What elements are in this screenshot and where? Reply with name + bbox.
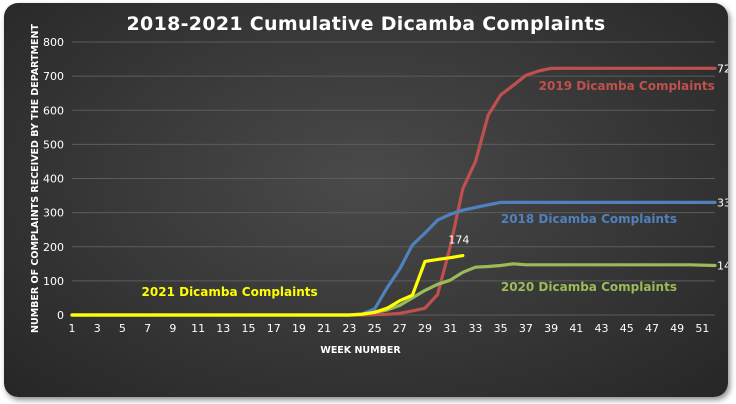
data-label: 174 bbox=[448, 234, 469, 247]
x-tick-label: 17 bbox=[267, 322, 281, 335]
y-tick-label: 100 bbox=[43, 275, 64, 288]
series-label: 2021 Dicamba Complaints bbox=[142, 285, 318, 299]
y-tick-label: 500 bbox=[43, 138, 64, 151]
y-tick-label: 0 bbox=[57, 309, 64, 322]
data-label: 330 bbox=[717, 196, 728, 209]
x-tick-label: 21 bbox=[317, 322, 331, 335]
data-label: 723 bbox=[717, 62, 728, 75]
y-tick-label: 300 bbox=[43, 207, 64, 220]
chart-title: 2018-2021 Cumulative Dicamba Complaints bbox=[126, 13, 606, 35]
x-tick-label: 37 bbox=[519, 322, 533, 335]
x-tick-label: 43 bbox=[595, 322, 609, 335]
x-tick-label: 1 bbox=[69, 322, 76, 335]
series-line bbox=[70, 254, 465, 317]
x-tick-label: 41 bbox=[569, 322, 583, 335]
y-tick-label: 800 bbox=[43, 36, 64, 49]
x-tick-label: 31 bbox=[443, 322, 457, 335]
x-tick-label: 19 bbox=[292, 322, 306, 335]
series-line bbox=[70, 66, 717, 317]
series-line bbox=[70, 200, 717, 317]
x-tick-label: 15 bbox=[242, 322, 256, 335]
x-tick-label: 29 bbox=[418, 322, 432, 335]
x-tick-label: 45 bbox=[620, 322, 634, 335]
series-label: 2020 Dicamba Complaints bbox=[501, 280, 677, 294]
x-tick-label: 9 bbox=[169, 322, 176, 335]
y-axis-title: NUMBER OF COMPLAINTS RECEIVED BY THE DEP… bbox=[30, 24, 41, 333]
x-tick-label: 33 bbox=[468, 322, 482, 335]
x-tick-label: 7 bbox=[144, 322, 151, 335]
y-tick-label: 400 bbox=[43, 173, 64, 186]
series-label: 2019 Dicamba Complaints bbox=[539, 79, 715, 93]
x-tick-label: 3 bbox=[94, 322, 101, 335]
x-tick-label: 13 bbox=[216, 322, 230, 335]
x-tick-label: 39 bbox=[544, 322, 558, 335]
y-tick-label: 700 bbox=[43, 70, 64, 83]
x-tick-label: 11 bbox=[191, 322, 205, 335]
series-label: 2018 Dicamba Complaints bbox=[501, 212, 677, 226]
y-tick-label: 200 bbox=[43, 241, 64, 254]
x-axis-title: WEEK NUMBER bbox=[320, 345, 401, 356]
y-tick-label: 600 bbox=[43, 104, 64, 117]
x-tick-label: 47 bbox=[645, 322, 659, 335]
x-tick-label: 27 bbox=[393, 322, 407, 335]
chart-frame: 2018-2021 Cumulative Dicamba Complaints … bbox=[4, 3, 728, 397]
x-tick-label: 25 bbox=[368, 322, 382, 335]
x-tick-label: 23 bbox=[342, 322, 356, 335]
data-label: 145 bbox=[717, 260, 728, 273]
x-tick-label: 35 bbox=[494, 322, 508, 335]
x-tick-label: 5 bbox=[119, 322, 126, 335]
x-tick-label: 49 bbox=[670, 322, 684, 335]
x-tick-label: 51 bbox=[695, 322, 709, 335]
